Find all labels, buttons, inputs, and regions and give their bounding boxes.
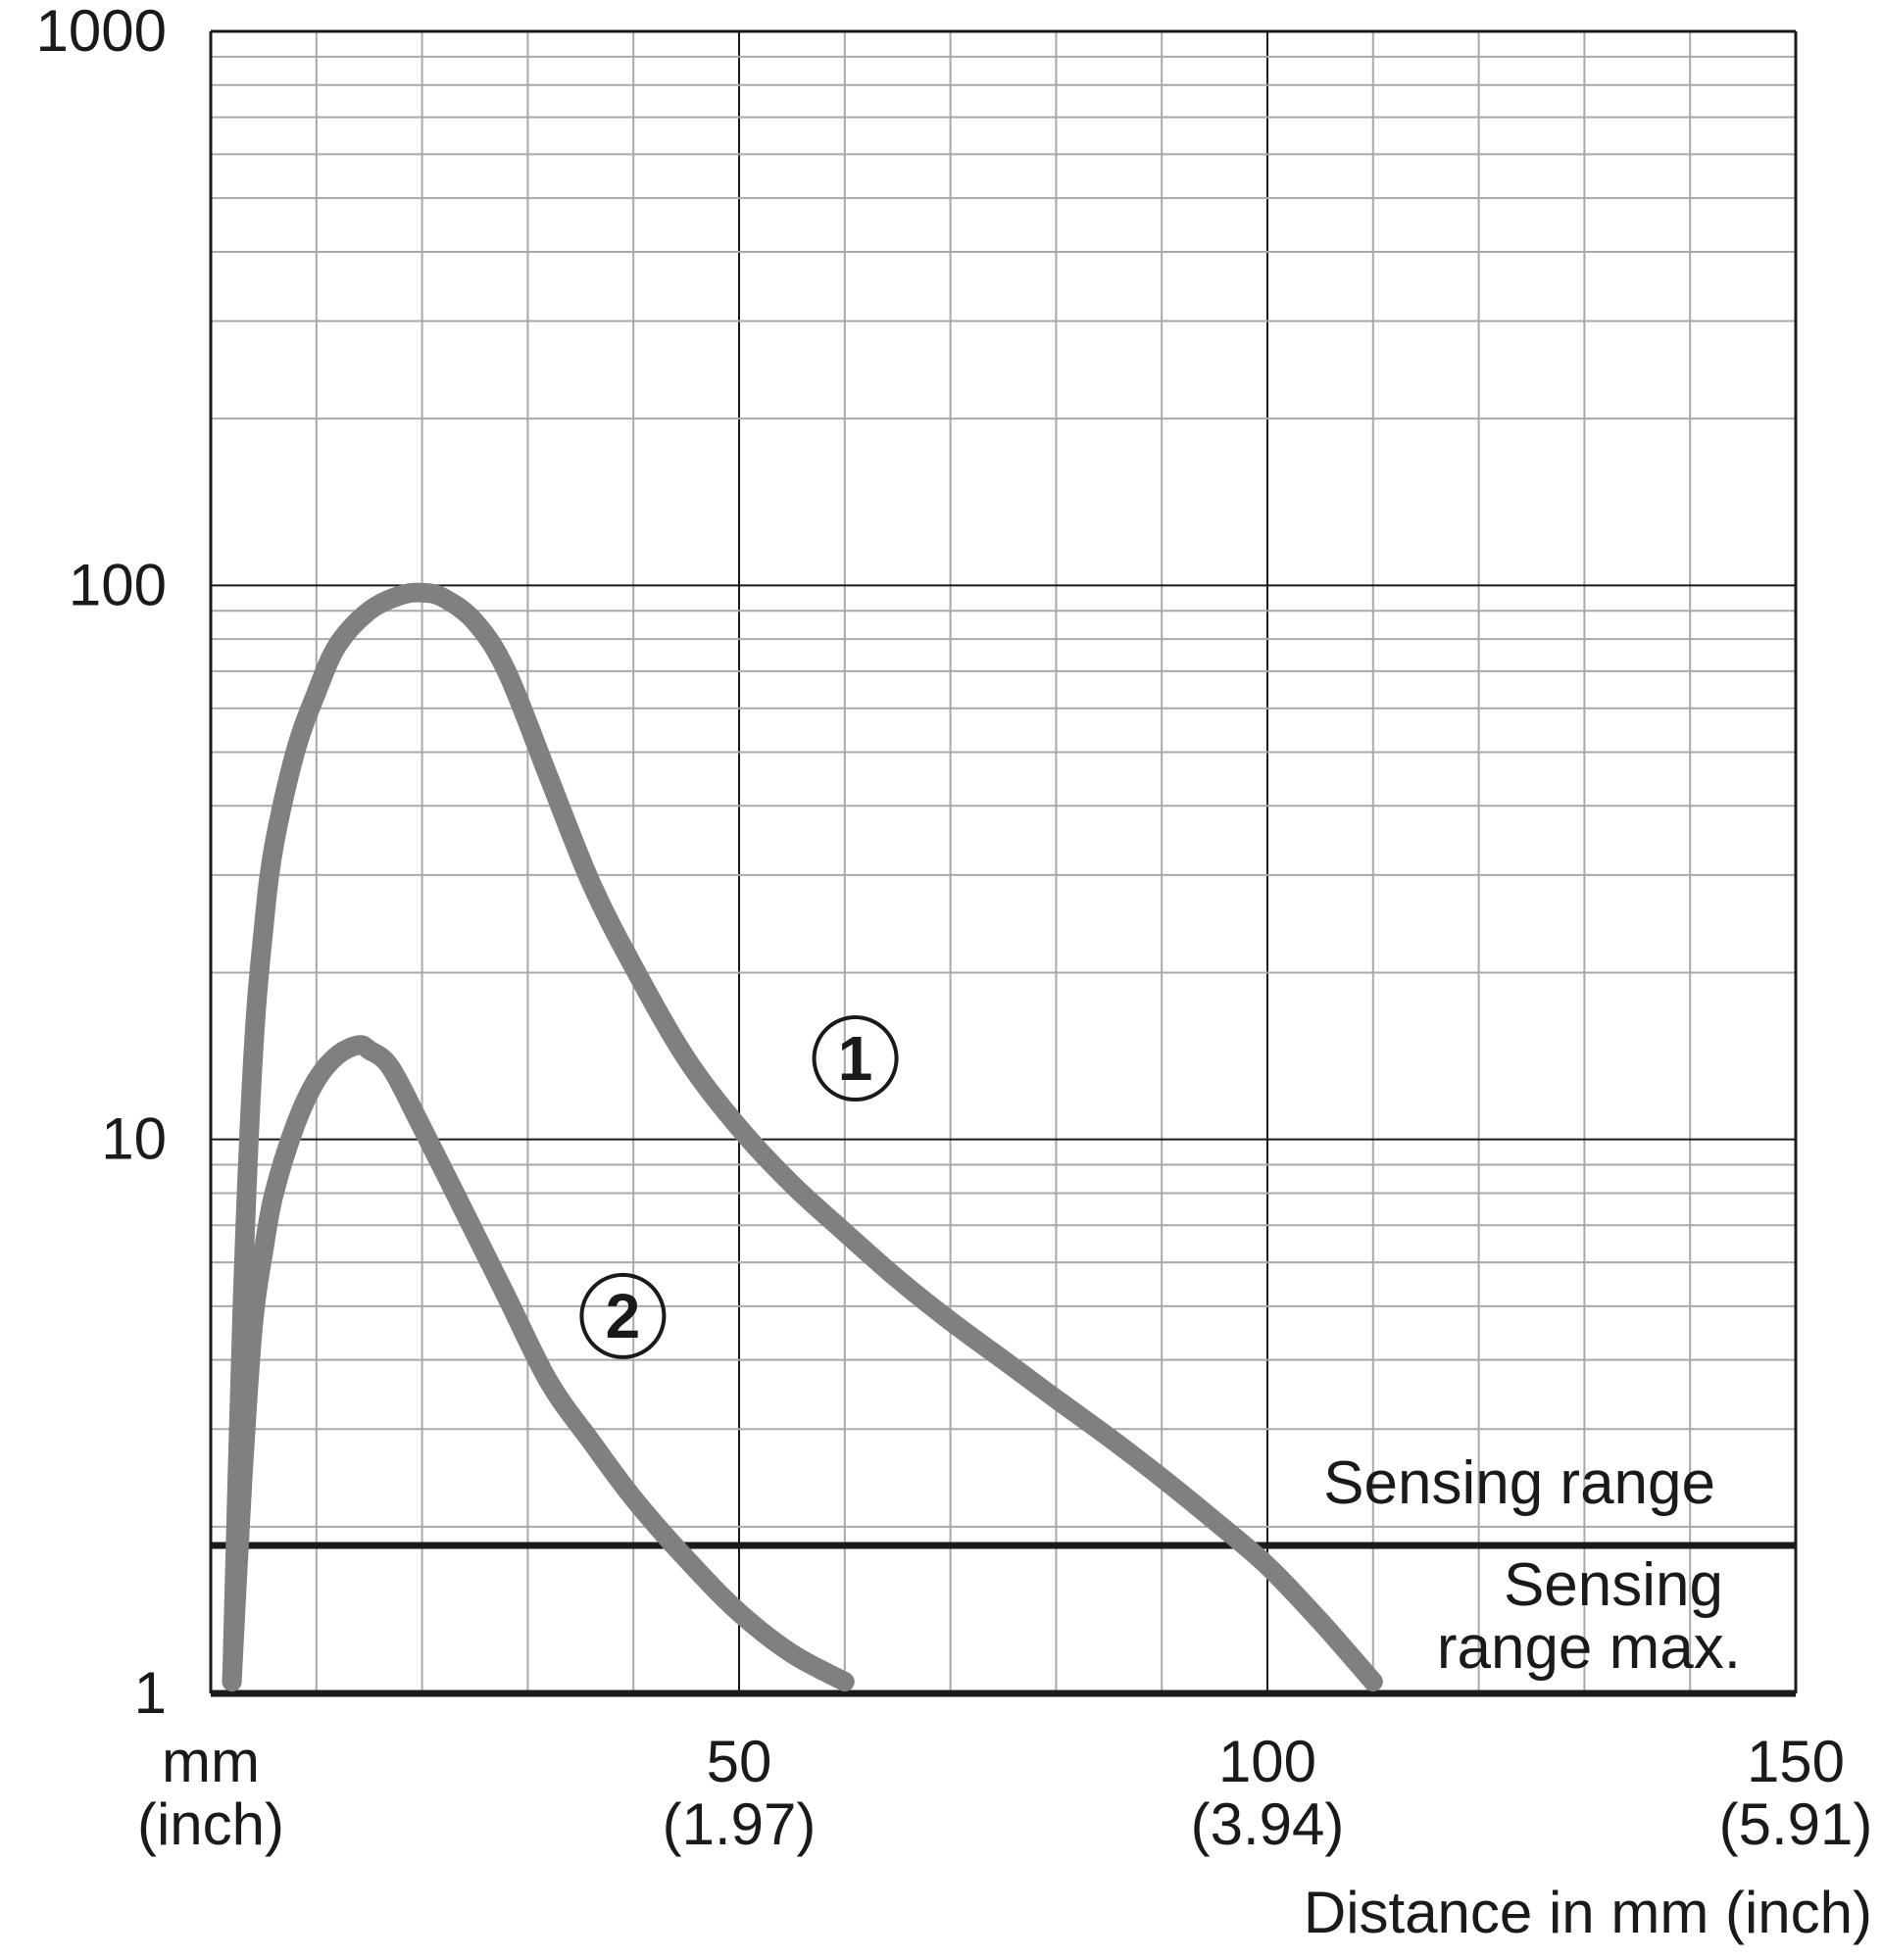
series-marker-circle-1: [812, 1015, 899, 1102]
sensing-range-max-label-line1: Sensing: [1504, 1551, 1723, 1619]
y-tick-label: 1000: [36, 0, 167, 64]
chart-grid: [209, 29, 1798, 1693]
reference-lines: [211, 1542, 1796, 1697]
y-tick-label: 100: [69, 552, 167, 617]
x-axis-title: Distance in mm (inch): [1304, 1880, 1872, 1945]
x-tick-label: 50: [707, 1729, 772, 1794]
y-tick-label: 10: [101, 1106, 167, 1172]
series-marker-label-1: 1: [838, 1023, 873, 1094]
x-unit-label-alt: (inch): [137, 1791, 284, 1857]
series-markers: 12: [579, 1015, 899, 1359]
y-axis-ticks: 1 10 100 1000: [36, 0, 167, 1726]
x-tick-sublabel: (3.94): [1191, 1791, 1345, 1857]
x-tick-sublabel: (5.91): [1719, 1791, 1873, 1857]
x-tick-sublabel: (1.97): [663, 1791, 817, 1857]
x-axis-ticks: 50(1.97) 100(3.94) 150(5.91): [663, 1729, 1873, 1857]
series-marker-label-2: 2: [606, 1281, 641, 1351]
y-tick-label: 1: [134, 1660, 167, 1726]
series-marker-circle-2: [579, 1272, 667, 1359]
sensing-range-label: Sensing range: [1323, 1449, 1715, 1517]
x-unit-label: mm: [162, 1729, 260, 1794]
series-line-2: [222, 1035, 855, 1691]
chart-series: [222, 582, 1383, 1691]
sensing-range-max-label-line2: range max.: [1437, 1614, 1741, 1682]
x-tick-label: 100: [1218, 1729, 1316, 1794]
x-tick-label: 150: [1747, 1729, 1845, 1794]
series-line-1: [222, 582, 1383, 1691]
